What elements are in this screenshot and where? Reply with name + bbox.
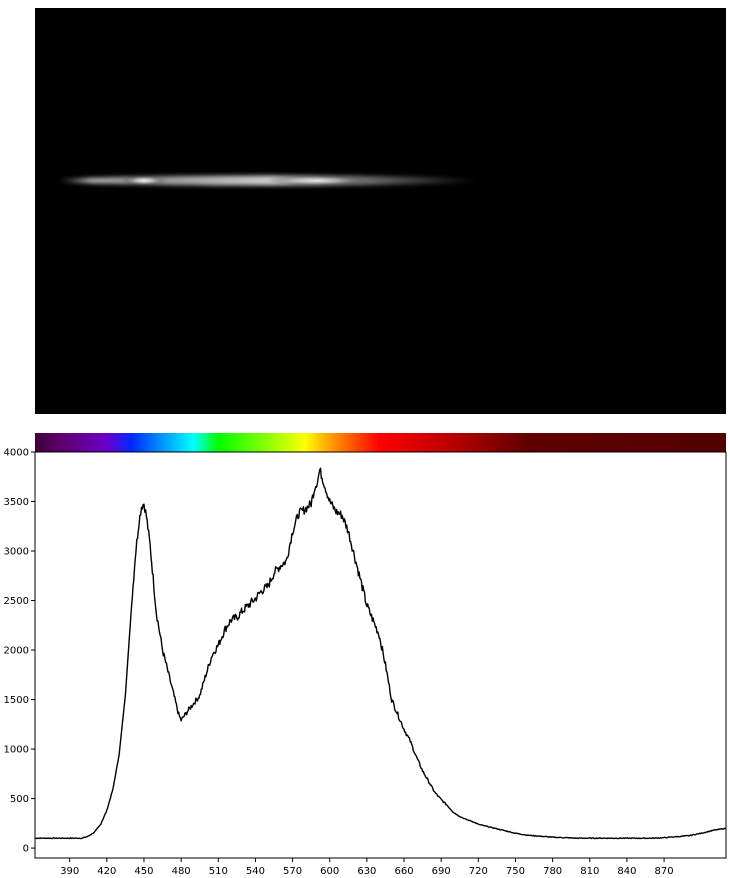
x-tick-label: 810: [580, 866, 599, 877]
x-tick-label: 720: [469, 866, 488, 877]
x-tick-label: 540: [246, 866, 265, 877]
x-tick-label: 690: [432, 866, 451, 877]
y-tick-label: 4000: [4, 448, 29, 459]
x-tick-label: 510: [209, 866, 228, 877]
y-tick-label: 0: [23, 844, 29, 855]
x-tick-label: 450: [134, 866, 153, 877]
spectrum-plot-panel: 390 420 450 480 510 540 570 600 630 660 690 720 750 7…: [4, 448, 727, 877]
y-tick-label: 3500: [4, 497, 29, 508]
streak-peak-glow: [267, 175, 368, 187]
spectrum-image-background: [35, 8, 726, 414]
spectrum-line: [34, 467, 727, 840]
plot-frame: [34, 451, 727, 859]
x-tick-label: 840: [617, 866, 636, 877]
x-tick-label: 390: [60, 866, 79, 877]
y-axis: 0 500 1000 1500 2000 2500 3000 3500 4000: [4, 448, 35, 855]
spectrum-streak: [57, 175, 479, 187]
x-tick-label: 630: [357, 866, 376, 877]
x-tick-label: 870: [655, 866, 674, 877]
wavelength-colorbar: [35, 433, 726, 452]
x-axis: 390 420 450 480 510 540 570 600 630 660 690 720 750 7…: [60, 858, 674, 877]
x-tick-label: 750: [506, 866, 525, 877]
x-tick-label: 420: [97, 866, 116, 877]
x-tick-label: 570: [283, 866, 302, 877]
streak-peak-glow: [121, 175, 166, 187]
y-tick-label: 1500: [4, 695, 29, 706]
x-tick-label: 480: [172, 866, 191, 877]
y-tick-label: 3000: [4, 547, 29, 558]
y-tick-label: 1000: [4, 745, 29, 756]
y-tick-label: 2000: [4, 646, 29, 657]
x-tick-label: 600: [320, 866, 339, 877]
spectrum-image-panel: [35, 8, 726, 414]
series-layer: [34, 467, 727, 840]
x-tick-label: 780: [543, 866, 562, 877]
y-tick-label: 500: [10, 794, 29, 805]
y-tick-label: 2500: [4, 596, 29, 607]
x-tick-label: 660: [394, 866, 413, 877]
